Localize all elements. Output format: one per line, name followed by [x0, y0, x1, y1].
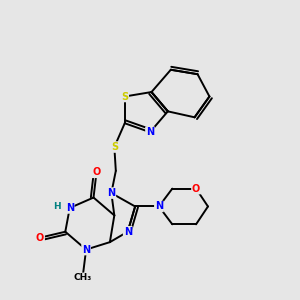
Text: N: N — [82, 244, 90, 255]
Text: O: O — [192, 184, 200, 194]
Text: O: O — [36, 233, 44, 243]
Text: O: O — [92, 167, 101, 177]
Text: CH₃: CH₃ — [74, 273, 92, 282]
Text: S: S — [111, 142, 118, 152]
Text: S: S — [121, 92, 128, 101]
Text: H: H — [53, 202, 61, 211]
Text: N: N — [155, 202, 163, 212]
Text: N: N — [146, 127, 154, 137]
Text: N: N — [107, 188, 116, 198]
Text: N: N — [66, 203, 74, 213]
Text: N: N — [124, 227, 132, 237]
